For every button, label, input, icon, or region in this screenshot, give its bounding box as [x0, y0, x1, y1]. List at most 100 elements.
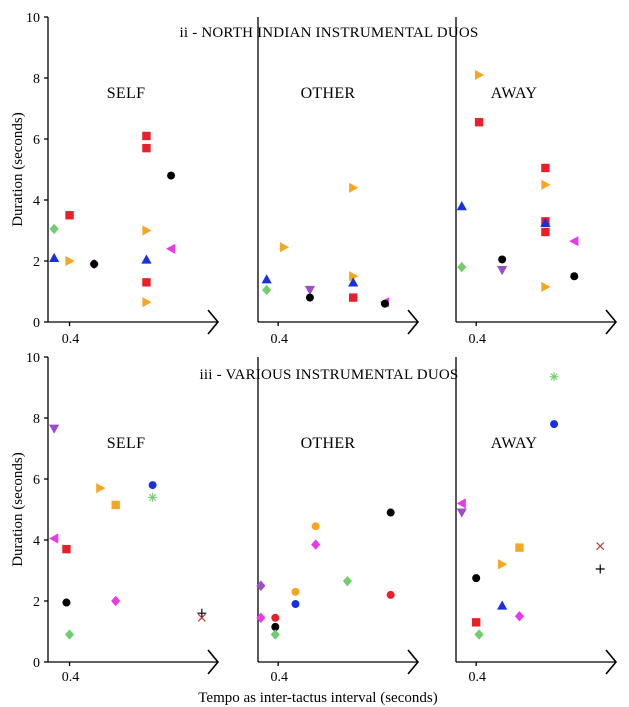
data-point	[348, 277, 359, 287]
x-axis-arrow	[605, 309, 618, 335]
data-point	[596, 542, 605, 551]
data-point	[142, 278, 151, 287]
x-tick-label: 0.4	[62, 670, 80, 685]
data-point	[64, 629, 75, 640]
y-tick-label: 6	[33, 473, 40, 488]
y-tick-label: 8	[33, 72, 40, 87]
data-point	[197, 613, 206, 622]
x-tick-label: 0.4	[270, 670, 288, 685]
figure-1: ii - NORTH INDIAN INSTRUMENTAL DUOS 0 2 4 6 8…	[26, 11, 618, 347]
panel-self: 0.4 SELF	[47, 17, 220, 347]
data-point	[474, 118, 484, 127]
data-point	[270, 629, 280, 640]
panel-self: 0.4 SELF	[47, 357, 220, 685]
panel-away: 0.4 AWAY	[455, 17, 618, 347]
panel-other: 0.4 OTHER	[256, 357, 420, 685]
data-point	[62, 598, 71, 607]
panel-label: AWAY	[491, 435, 538, 452]
data-point	[271, 622, 280, 631]
data-point	[271, 613, 280, 622]
y-axis-label: Duration (seconds)	[10, 452, 26, 567]
data-point	[595, 564, 605, 574]
x-tick-label: 0.4	[270, 332, 288, 347]
panel-label: SELF	[107, 85, 146, 102]
data-point	[570, 272, 579, 281]
data-point	[141, 254, 152, 264]
data-point	[497, 600, 508, 610]
data-point	[311, 539, 321, 550]
data-point	[348, 293, 358, 302]
panel-label: OTHER	[301, 85, 356, 102]
data-point	[541, 281, 551, 293]
y-tick-label: 2	[33, 595, 40, 610]
data-point	[498, 255, 507, 264]
data-point	[148, 492, 158, 502]
data-point	[142, 131, 151, 141]
data-point	[142, 143, 151, 153]
figure-title: iii - VARIOUS INSTRUMENTAL DUOS	[200, 367, 459, 383]
data-point	[49, 424, 60, 434]
x-axis-arrow	[605, 649, 618, 675]
data-point	[311, 522, 320, 531]
panel-label: OTHER	[301, 435, 356, 452]
data-point	[472, 574, 481, 583]
data-point	[540, 217, 551, 227]
y-tick-label: 4	[33, 194, 40, 209]
data-point	[550, 420, 559, 429]
data-point	[456, 498, 466, 509]
data-point	[148, 481, 157, 490]
x-axis-arrow	[407, 649, 420, 675]
figure-title: ii - NORTH INDIAN INSTRUMENTAL DUOS	[180, 25, 479, 41]
data-point	[549, 372, 559, 382]
data-point	[457, 261, 467, 273]
data-point	[349, 182, 359, 193]
data-point	[456, 201, 467, 211]
data-point	[256, 580, 266, 591]
panel-away: 0.4 AWAY	[455, 357, 618, 685]
data-point	[541, 179, 551, 190]
data-point	[304, 285, 316, 296]
data-point	[49, 223, 59, 235]
data-point	[142, 297, 152, 308]
data-point	[65, 211, 74, 220]
y-tick-label: 8	[33, 412, 40, 427]
data-point	[279, 242, 290, 253]
panel-other: 0.4 OTHER	[257, 17, 420, 347]
y-tick-label: 2	[33, 255, 40, 270]
y-tick-label: 10	[26, 351, 40, 366]
data-point	[256, 612, 266, 623]
data-point	[305, 293, 314, 302]
data-point	[541, 163, 550, 173]
data-point	[49, 252, 60, 263]
data-point	[197, 608, 207, 618]
y-tick-label: 0	[33, 656, 40, 671]
data-point	[62, 544, 71, 554]
data-point	[49, 533, 59, 544]
data-point	[291, 587, 300, 596]
x-axis-arrow	[407, 309, 420, 335]
data-point	[167, 171, 176, 180]
data-point	[474, 629, 484, 640]
data-point	[111, 500, 120, 510]
y-tick-label: 6	[33, 133, 40, 148]
data-point	[291, 600, 300, 609]
x-tick-label: 0.4	[468, 332, 486, 347]
y-tick-label: 0	[33, 316, 40, 331]
y-tick-label: 10	[26, 11, 40, 26]
data-point	[142, 225, 152, 236]
data-point	[349, 271, 359, 282]
data-point	[90, 260, 99, 269]
data-point	[342, 575, 353, 587]
y-tick-label: 4	[33, 534, 40, 549]
data-point	[515, 543, 524, 552]
data-point	[261, 274, 272, 284]
x-axis-arrow	[207, 649, 220, 675]
data-point	[386, 508, 395, 517]
data-point	[474, 69, 485, 81]
data-point	[96, 483, 106, 494]
y-axis-label: Duration (seconds)	[10, 112, 26, 227]
data-point	[111, 595, 121, 607]
data-point	[262, 284, 272, 296]
data-point	[471, 618, 481, 627]
